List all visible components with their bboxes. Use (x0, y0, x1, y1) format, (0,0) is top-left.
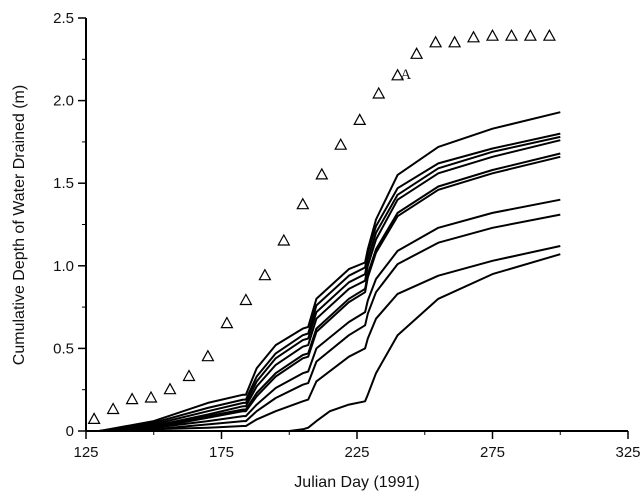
y-tick-label: 0 (66, 423, 74, 440)
triangle-marker (182, 369, 196, 382)
y-tick-label: 0.5 (53, 340, 74, 357)
triangle-marker-group (87, 28, 556, 424)
annotation-label: A (400, 67, 411, 83)
line-series-8 (99, 213, 561, 432)
triangle-marker (542, 28, 556, 41)
triangle-marker (353, 113, 367, 126)
line-series-9 (99, 245, 561, 432)
triangle-marker (125, 392, 139, 405)
triangle-marker (239, 293, 253, 306)
y-tick-label: 1.5 (53, 175, 74, 192)
line-series-5 (99, 152, 561, 432)
x-tick-label: 325 (615, 444, 640, 461)
y-axis-label: Cumulative Depth of Water Drained (m) (11, 85, 28, 365)
line-series-1 (99, 111, 561, 432)
triangle-marker (448, 35, 462, 48)
line-series-2 (99, 132, 561, 432)
line-series-4 (99, 139, 561, 432)
triangle-marker (391, 68, 405, 81)
triangle-marker (163, 382, 177, 395)
triangle-marker (372, 86, 386, 99)
triangle-marker (296, 197, 310, 210)
triangle-marker (87, 412, 101, 424)
line-series-10 (99, 253, 561, 432)
triangle-marker (466, 30, 481, 43)
y-tick-label: 1.0 (53, 258, 74, 275)
line-series-3 (99, 135, 561, 432)
x-tick-label: 125 (73, 444, 98, 461)
tick-label-group: 0 0.5 1.0 1.5 2.0 2.5 125 175 225 275 325 (53, 10, 640, 461)
triangle-marker (485, 28, 500, 41)
triangle-marker (315, 167, 329, 180)
triangle-marker (201, 349, 215, 362)
triangle-marker (504, 28, 519, 41)
triangle-marker (220, 316, 234, 329)
triangle-marker (334, 137, 348, 150)
triangle-marker (144, 390, 158, 403)
x-tick-label: 175 (209, 444, 234, 461)
axes (78, 17, 629, 439)
y-tick-label: 2.5 (53, 10, 74, 27)
x-tick-label: 225 (344, 444, 369, 461)
line-series-6 (99, 155, 561, 432)
triangle-marker (410, 47, 424, 59)
triangle-marker (429, 35, 443, 48)
line-series-7 (99, 198, 561, 432)
triangle-marker (258, 268, 272, 281)
triangle-marker (523, 28, 537, 41)
triangle-marker (277, 233, 291, 246)
triangle-marker (106, 402, 120, 415)
x-axis-label: Julian Day (1991) (294, 474, 419, 491)
x-tick-label: 275 (480, 444, 505, 461)
y-tick-label: 2.0 (53, 93, 74, 110)
line-series-group (99, 111, 561, 432)
